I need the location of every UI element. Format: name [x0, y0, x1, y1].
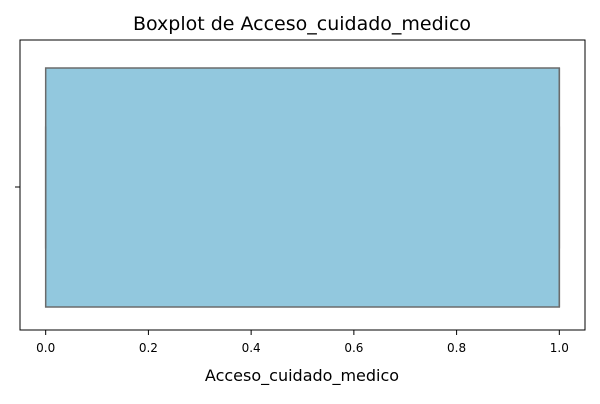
x-tick-label: 1.0 [550, 341, 569, 355]
x-tick-label: 0.2 [139, 341, 158, 355]
x-tick-label: 0.4 [242, 341, 261, 355]
plot-frame [19, 39, 586, 331]
x-tick-label: 0.0 [36, 341, 55, 355]
x-axis: 0.0 0.2 0.4 0.6 0.8 1.0 [36, 330, 569, 355]
x-axis-label: Acceso_cuidado_medico [205, 366, 399, 386]
box-layer [44, 67, 561, 308]
box-body [44, 67, 561, 308]
x-tick-label: 0.6 [344, 341, 363, 355]
chart-title: Boxplot de Acceso_cuidado_medico [133, 13, 471, 35]
x-tick-label: 0.8 [447, 341, 466, 355]
